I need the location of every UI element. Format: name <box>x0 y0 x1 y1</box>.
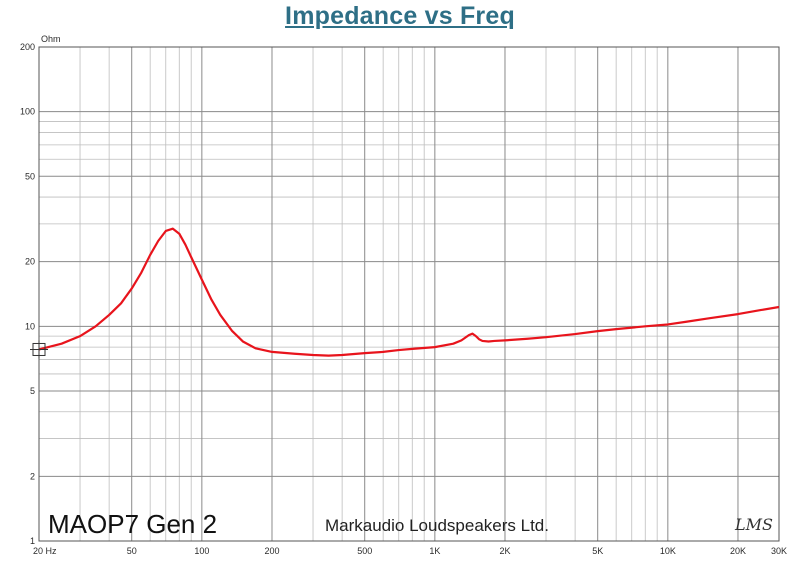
cursor-marker[interactable] <box>30 340 48 359</box>
y-tick-label: 20 <box>25 257 35 267</box>
y-tick-label: 100 <box>20 107 35 117</box>
y-tick-label: 5 <box>30 386 35 396</box>
x-tick-label: 30K <box>771 546 787 556</box>
y-tick-label: 50 <box>25 171 35 181</box>
x-tick-label: 10K <box>660 546 676 556</box>
x-tick-labels: 20 Hz 50 100 200 500 1K 2K 5K 10K 20K 30K <box>33 546 787 556</box>
x-tick-label: 5K <box>592 546 603 556</box>
y-tick-label: 10 <box>25 321 35 331</box>
plot-frame <box>38 46 780 542</box>
y-tick-label: 1 <box>30 536 35 546</box>
model-label: MAOP7 Gen 2 <box>48 509 217 539</box>
x-tick-label: 1K <box>429 546 440 556</box>
x-tick-label: 500 <box>357 546 372 556</box>
lms-logo: LMS <box>734 515 773 534</box>
x-tick-label: 100 <box>194 546 209 556</box>
y-unit-label: Ohm <box>41 34 61 44</box>
y-tick-label: 2 <box>30 471 35 481</box>
y-tick-label: 200 <box>20 42 35 52</box>
x-tick-label: 50 <box>127 546 137 556</box>
x-tick-label: 20K <box>730 546 746 556</box>
x-tick-label: 200 <box>264 546 279 556</box>
x-tick-label: 20 Hz <box>33 546 57 556</box>
impedance-curve <box>38 227 780 357</box>
y-tick-labels: 1 2 5 10 20 50 100 200 <box>20 42 35 546</box>
chart-title: Impedance vs Freq <box>285 2 515 30</box>
maker-label: Markaudio Loudspeakers Ltd. <box>325 516 549 535</box>
x-tick-label: 2K <box>499 546 510 556</box>
